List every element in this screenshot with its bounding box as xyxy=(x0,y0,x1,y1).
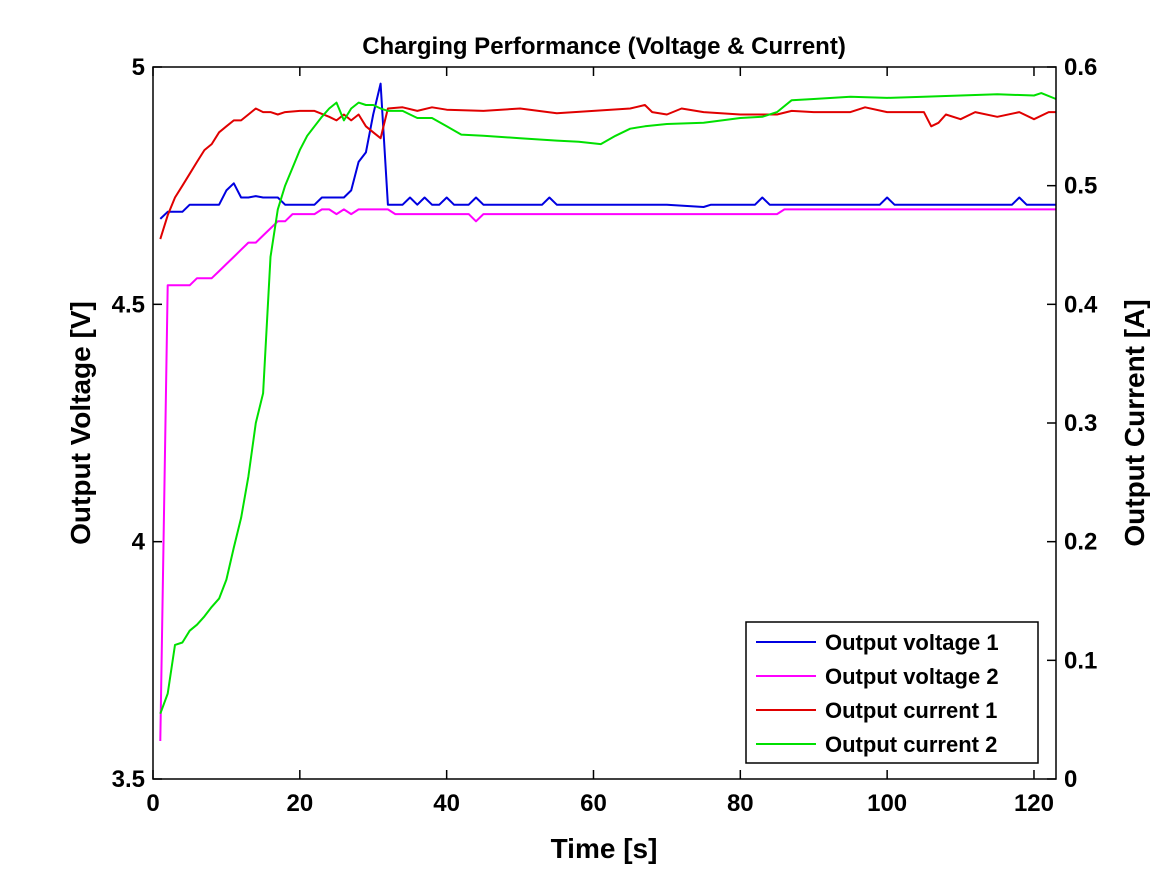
legend-label-output-voltage-2: Output voltage 2 xyxy=(825,664,999,689)
y-left-tick-label: 4.5 xyxy=(112,291,145,318)
y-right-tick-label: 0.4 xyxy=(1064,291,1098,318)
series-line-output-current-1 xyxy=(159,104,1056,240)
y-right-tick-label: 0.5 xyxy=(1064,173,1097,200)
y-left-tick-label: 3.5 xyxy=(112,766,145,793)
x-tick-label: 60 xyxy=(580,790,607,817)
x-axis-label: Time [s] xyxy=(551,833,658,864)
y-axis-label-right: Output Current [A] xyxy=(1119,299,1150,546)
y-left-tick-label: 5 xyxy=(132,54,145,81)
x-tick-label: 100 xyxy=(867,790,907,817)
x-tick-label: 80 xyxy=(727,790,754,817)
x-tick-label: 20 xyxy=(286,790,313,817)
y-right-tick-label: 0.2 xyxy=(1064,529,1097,556)
legend: Output voltage 1 Output voltage 2 Output c… xyxy=(745,621,1039,764)
legend-label-output-current-2: Output current 2 xyxy=(825,732,997,757)
series-line-output-current-2 xyxy=(159,92,1057,715)
legend-label-output-current-1: Output current 1 xyxy=(825,698,997,723)
series-line-output-voltage-2 xyxy=(159,208,1056,742)
legend-box xyxy=(745,621,1039,764)
y-right-tick-label: 0.1 xyxy=(1064,647,1097,674)
series-line-output-voltage-1 xyxy=(159,82,1056,220)
axes-layer: 0 20 40 60 80 100 120 3.5 4 4.5 5 0 0.1 0.2 0.3 0.4 0.5 0… xyxy=(112,54,1098,817)
y-axis-label-left: Output Voltage [V] xyxy=(65,301,96,545)
x-tick-label: 40 xyxy=(433,790,460,817)
y-right-tick-label: 0 xyxy=(1064,766,1077,793)
series-layer xyxy=(159,82,1057,742)
y-right-tick-label: 0.6 xyxy=(1064,54,1097,81)
chart-title: Charging Performance (Voltage & Current) xyxy=(362,33,846,60)
legend-label-output-voltage-1: Output voltage 1 xyxy=(825,630,999,655)
y-left-tick-label: 4 xyxy=(132,529,146,556)
x-tick-label: 120 xyxy=(1014,790,1054,817)
y-right-tick-label: 0.3 xyxy=(1064,410,1097,437)
x-tick-label: 0 xyxy=(146,790,159,817)
